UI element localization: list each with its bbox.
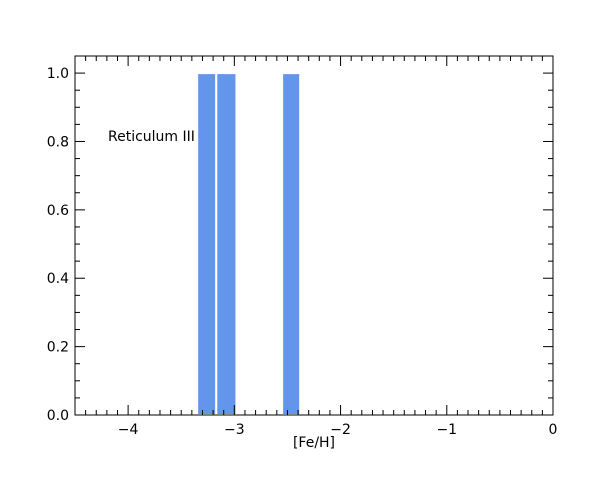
y-tick-label: 0.6 [47, 203, 69, 219]
y-tick-label: 1.0 [47, 66, 69, 82]
bar [196, 72, 218, 416]
bar [215, 72, 238, 416]
x-tick-label: −4 [118, 422, 139, 438]
bar [281, 72, 302, 416]
y-tick-label: 0.0 [47, 408, 69, 424]
y-tick-label: 0.8 [47, 134, 69, 150]
x-tick-label: 0 [549, 422, 558, 438]
x-axis-label: [Fe/H] [293, 435, 335, 451]
x-tick-label: −3 [224, 422, 245, 438]
annotation: Reticulum III [108, 129, 195, 145]
y-tick-label: 0.2 [47, 340, 69, 356]
y-tick-label: 0.4 [47, 271, 69, 287]
x-tick-label: −1 [436, 422, 457, 438]
x-tick-label: −2 [330, 422, 351, 438]
plot-frame [74, 55, 554, 416]
